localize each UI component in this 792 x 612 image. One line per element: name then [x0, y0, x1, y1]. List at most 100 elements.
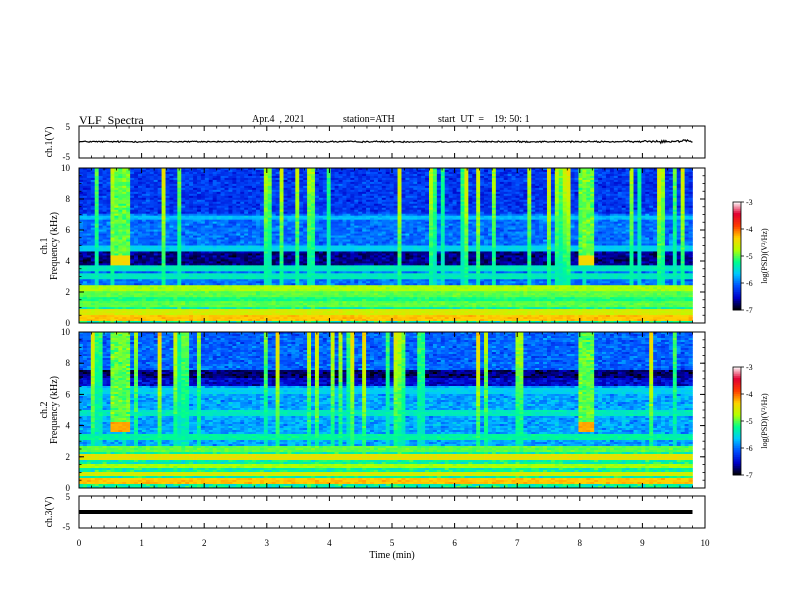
spectrogram-cell [339, 188, 343, 190]
spectrogram-cell [602, 204, 606, 206]
spectrogram-cell [453, 224, 457, 226]
spectrogram-cell [342, 190, 346, 192]
spectrogram-cell [519, 182, 523, 184]
spectrogram-cell [602, 182, 606, 184]
spectrogram-cell [457, 174, 461, 176]
spectrogram-cell [221, 212, 225, 214]
spectrogram-cell [559, 210, 563, 212]
spectrogram-cell [653, 224, 657, 226]
spectrogram-cell [299, 210, 303, 212]
spectrogram-cell [118, 196, 122, 198]
spectrogram-cell [649, 216, 653, 218]
spectrogram-cell [543, 226, 547, 228]
spectrogram-cell [327, 226, 331, 228]
spectrogram-cell [228, 194, 232, 196]
spectrogram-cell [626, 222, 630, 224]
spectrogram-cell [464, 190, 468, 192]
spectrogram-cell [590, 208, 594, 210]
spectrogram-cell [657, 216, 661, 218]
spectrogram-cell [252, 188, 256, 190]
spectrogram-cell [637, 216, 641, 218]
spectrogram-cell [197, 212, 201, 214]
spectrogram-cell [516, 222, 520, 224]
spectrogram-cell [594, 190, 598, 192]
spectrogram-cell [299, 208, 303, 210]
spectrogram-cell [429, 172, 433, 174]
spectrogram-cell [531, 210, 535, 212]
spectrogram-cell [342, 222, 346, 224]
spectrogram-cell [107, 188, 111, 190]
spectrogram-cell [146, 176, 150, 178]
spectrogram-cell [173, 224, 177, 226]
spectrogram-cell [630, 200, 634, 202]
spectrogram-cell [339, 202, 343, 204]
spectrogram-cell [626, 204, 630, 206]
spectrogram-cell [555, 172, 559, 174]
spectrogram-cell [441, 196, 445, 198]
spectrogram-cell [374, 210, 378, 212]
spectrogram-cell [657, 186, 661, 188]
spectrogram-cell [413, 210, 417, 212]
spectrogram-cell [150, 172, 154, 174]
spectrogram-cell [264, 186, 268, 188]
spectrogram-cell [342, 186, 346, 188]
spectrogram-cell [445, 204, 449, 206]
spectrogram-cell [295, 182, 299, 184]
spectrogram-cell [181, 212, 185, 214]
spectrogram-cell [331, 176, 335, 178]
spectrogram-cell [468, 212, 472, 214]
spectrogram-cell [637, 210, 641, 212]
spectrogram-cell [472, 204, 476, 206]
spectrogram-cell [146, 188, 150, 190]
spectrogram-cell [394, 172, 398, 174]
spectrogram-cell [626, 200, 630, 202]
spectrogram-cell [260, 196, 264, 198]
spectrogram-cell [417, 182, 421, 184]
spectrogram-cell [571, 174, 575, 176]
spectrogram-cell [386, 218, 390, 220]
spectrogram-cell [87, 196, 91, 198]
spectrogram-cell [508, 176, 512, 178]
spectrogram-cell [476, 194, 480, 196]
spectrogram-cell [232, 230, 236, 232]
spectrogram-cell [225, 226, 229, 228]
spectrogram-cell [382, 186, 386, 188]
spectrogram-cell [350, 202, 354, 204]
spectrogram-cell [114, 212, 118, 214]
spectrogram-cell [146, 200, 150, 202]
spectrogram-cell [83, 180, 87, 182]
spectrogram-cell [661, 196, 665, 198]
spectrogram-cell [598, 208, 602, 210]
spectrogram-cell [390, 182, 394, 184]
spectrogram-cell [669, 174, 673, 176]
spectrogram-cell [283, 208, 287, 210]
spectrogram-cell [99, 218, 103, 220]
spectrogram-cell [641, 200, 645, 202]
spectrogram-cell [551, 186, 555, 188]
spectrogram-cell [213, 176, 217, 178]
spectrogram-cell [488, 212, 492, 214]
spectrogram-cell [142, 202, 146, 204]
spectrogram-cell [154, 194, 158, 196]
spectrogram-cell [339, 224, 343, 226]
spectrogram-cell [201, 226, 205, 228]
spectrogram-cell [323, 190, 327, 192]
spectrogram-cell [339, 180, 343, 182]
spectrogram-cell [398, 224, 402, 226]
spectrogram-cell [496, 200, 500, 202]
spectrogram-cell [225, 202, 229, 204]
spectrogram-cell [181, 186, 185, 188]
spectrogram-cell [626, 216, 630, 218]
spectrogram-cell [276, 210, 280, 212]
spectrogram-cell [95, 190, 99, 192]
spectrogram-cell [228, 218, 232, 220]
spectrogram-cell [488, 190, 492, 192]
spectrogram-cell [457, 190, 461, 192]
spectrogram-cell [669, 226, 673, 228]
spectrogram-cell [236, 204, 240, 206]
spectrogram-cell [618, 212, 622, 214]
spectrogram-cell [158, 216, 162, 218]
spectrogram-cell [653, 226, 657, 228]
spectrogram-cell [464, 210, 468, 212]
spectrogram-cell [641, 196, 645, 198]
